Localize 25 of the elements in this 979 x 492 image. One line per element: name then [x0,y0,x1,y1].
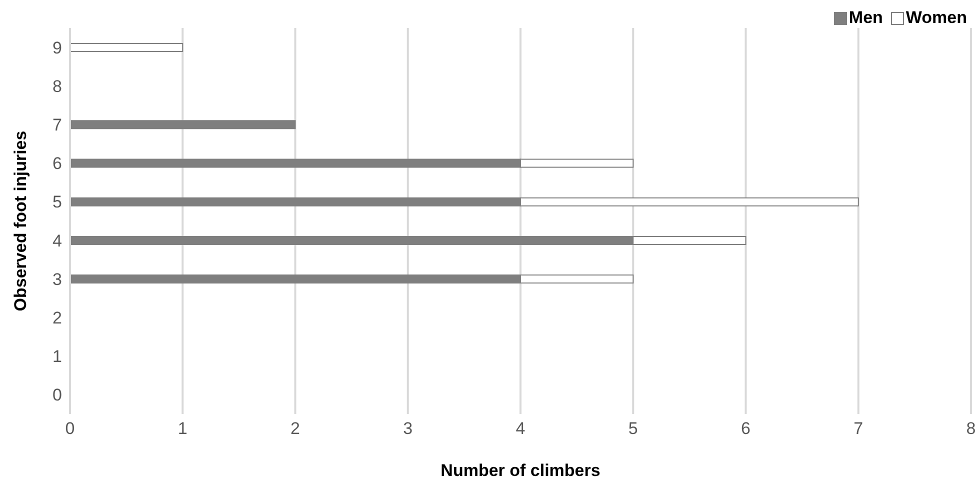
y-tick-label: 3 [52,270,62,289]
y-tick-label: 6 [52,154,62,174]
y-tick-label: 1 [52,347,62,366]
x-axis-title: Number of climbers [440,461,600,480]
legend-label: Men [848,8,883,28]
x-tick-label: 1 [178,419,188,438]
x-tick-label: 7 [854,419,864,438]
x-tick-label: 6 [741,419,750,438]
x-tick-label: 4 [516,419,526,438]
y-tick-label: 2 [52,308,62,328]
y-tick-label: 4 [52,231,62,250]
y-tick-label: 0 [52,386,62,405]
x-tick-label: 0 [65,419,75,438]
y-tick-label: 7 [52,116,62,135]
x-tick-label: 8 [966,419,976,438]
x-tick-label: 5 [628,419,638,438]
legend-label: Women [906,8,967,28]
x-tick-label: 3 [403,419,413,438]
bar [70,42,184,52]
y-tick-label: 8 [52,76,62,96]
y-axis-title: Observed foot injuries [11,130,30,312]
bar [70,120,296,130]
y-tick-label: 9 [52,38,62,58]
x-tick-label: 2 [290,419,300,438]
y-tick-label: 5 [52,192,62,212]
